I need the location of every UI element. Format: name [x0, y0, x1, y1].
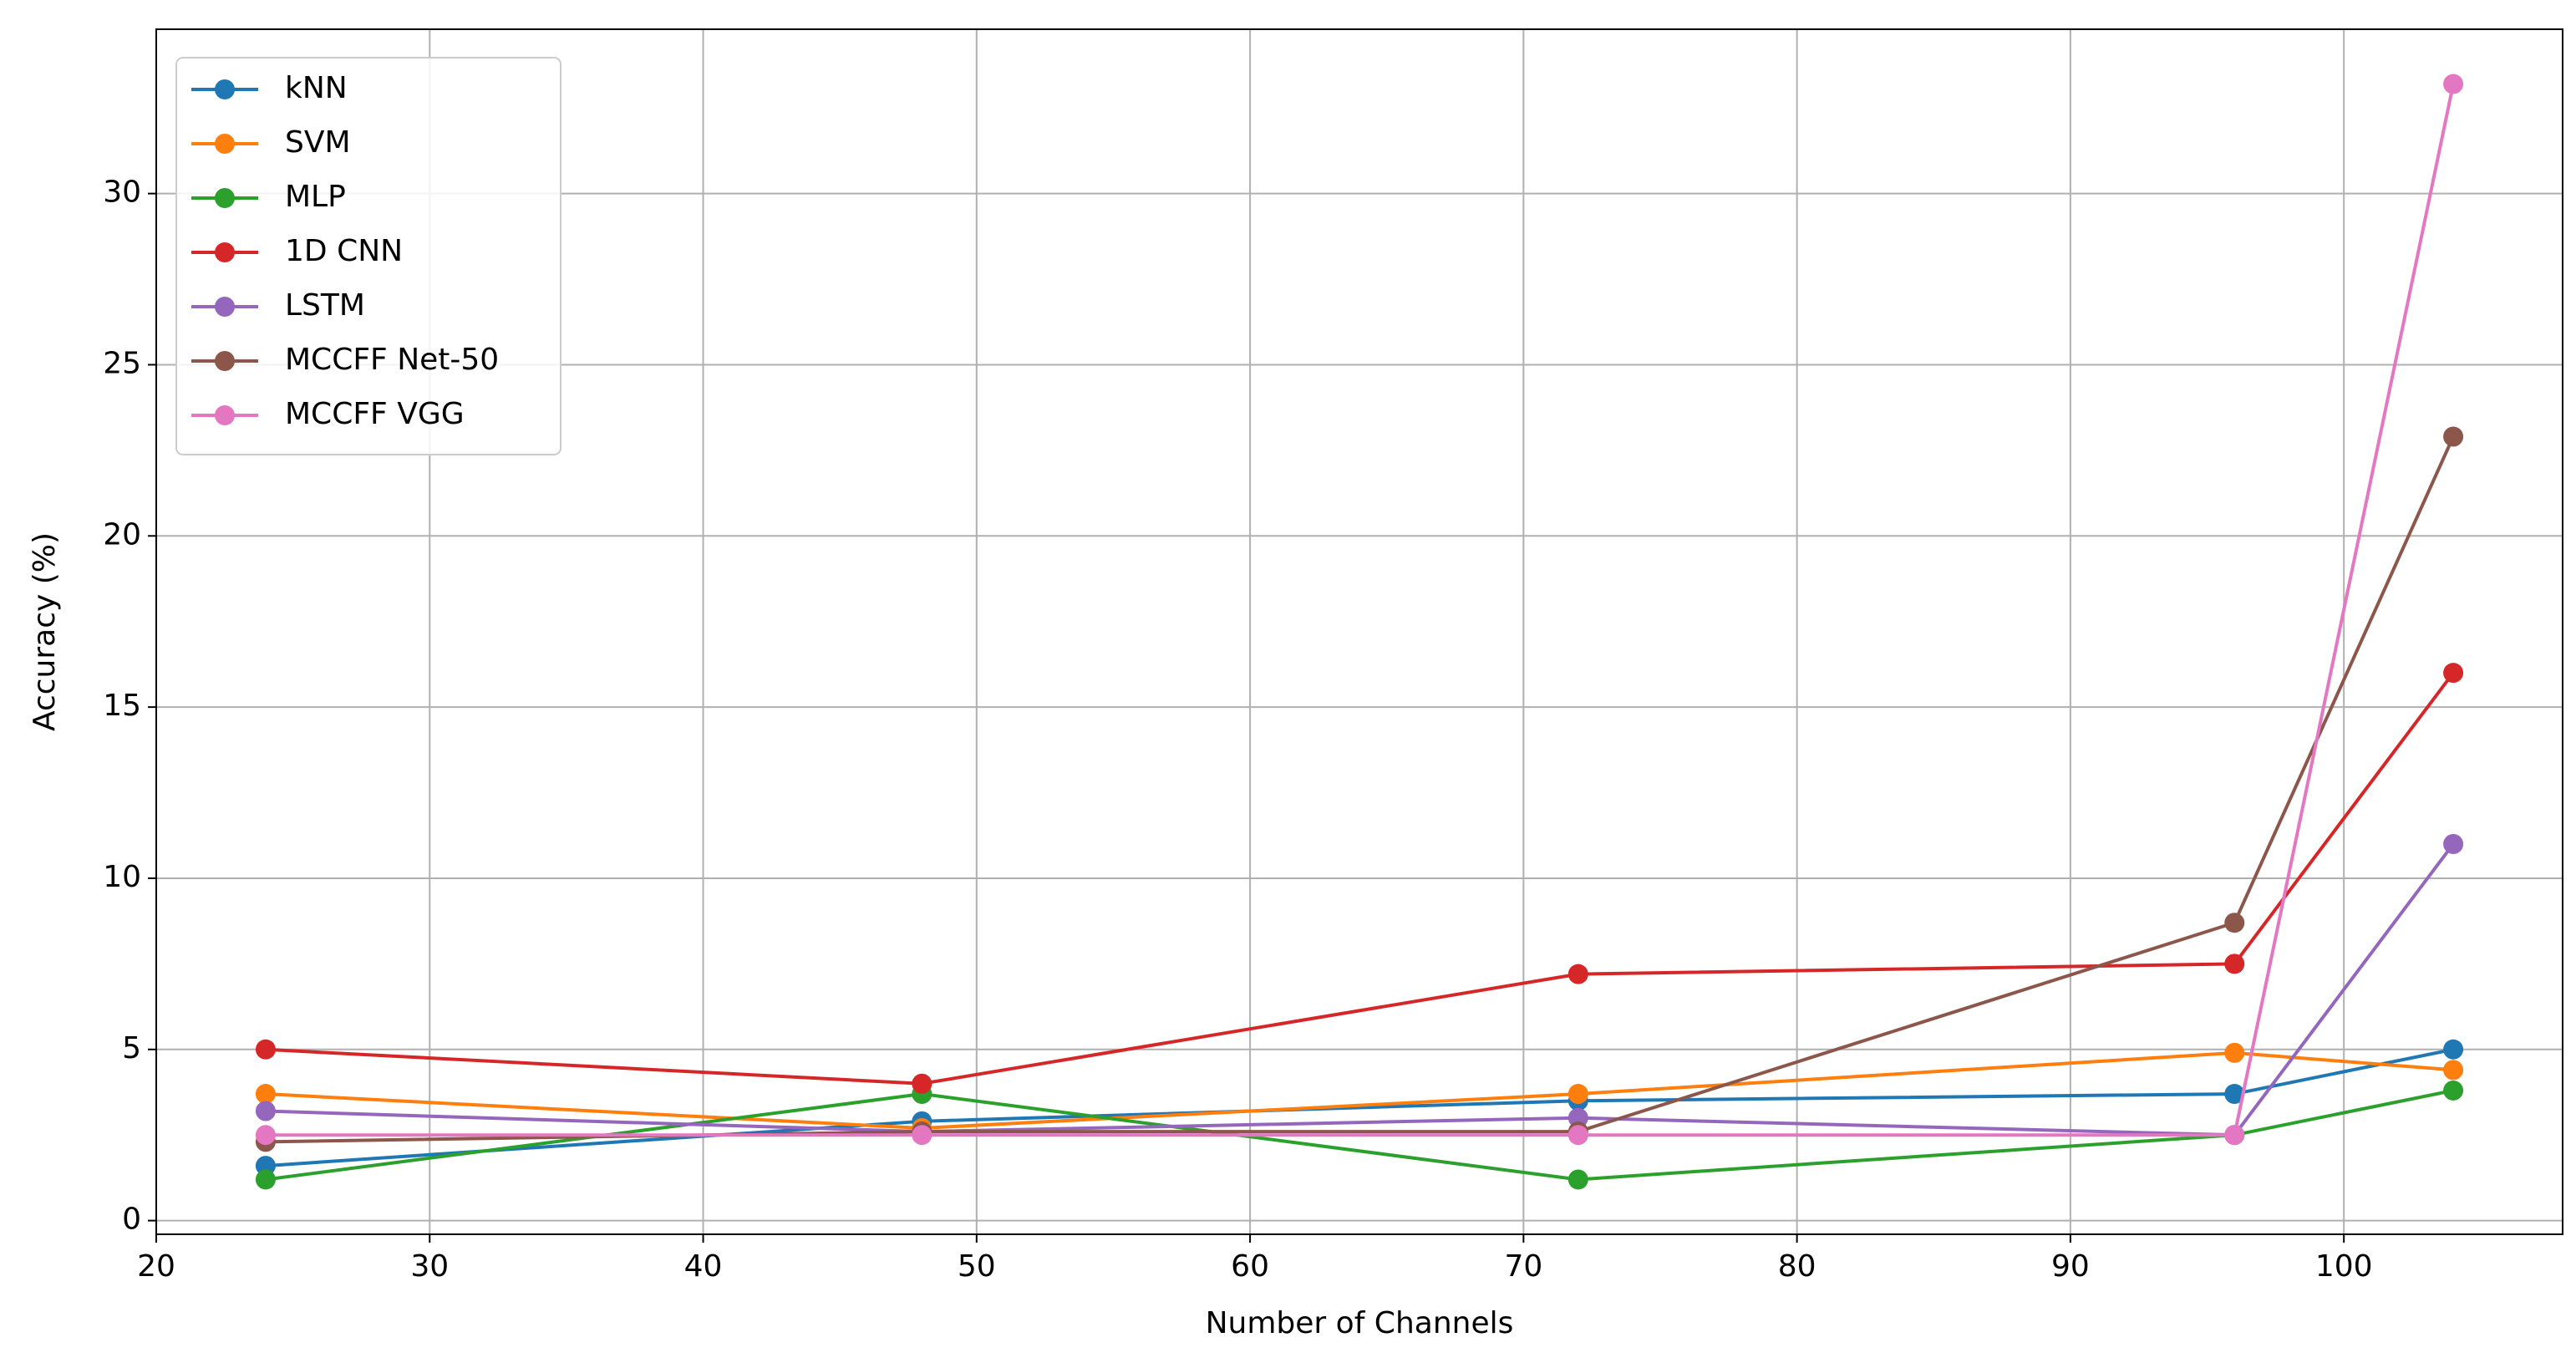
data-point [255, 1084, 276, 1105]
legend-label: LSTM [285, 288, 365, 323]
data-point [2443, 1039, 2464, 1060]
data-point [2224, 1084, 2245, 1105]
data-point [2443, 833, 2464, 854]
y-axis-label: Accuracy (%) [28, 532, 62, 731]
x-tick-label: 90 [2051, 1249, 2090, 1284]
data-point [2443, 1060, 2464, 1081]
data-point [255, 1125, 276, 1146]
data-point [1567, 1125, 1588, 1146]
data-point [1567, 964, 1588, 984]
series-line [265, 1050, 2454, 1131]
legend-label: MCCFF VGG [285, 397, 465, 431]
legend-label: kNN [285, 71, 348, 105]
x-tick-label: 100 [2315, 1249, 2373, 1284]
legend-label: SVM [285, 125, 351, 160]
data-point [912, 1073, 932, 1094]
x-tick-label: 60 [1231, 1249, 1269, 1284]
data-point [2224, 913, 2245, 933]
y-tick-label: 30 [103, 175, 141, 210]
data-point [2443, 426, 2464, 447]
legend-label: 1D CNN [285, 234, 403, 268]
legend-marker [215, 405, 235, 425]
legend-marker [215, 242, 235, 262]
data-point [255, 1169, 276, 1190]
legend-marker [215, 297, 235, 317]
plot-frame [155, 28, 2563, 1235]
x-tick-label: 80 [1778, 1249, 1816, 1284]
x-tick-label: 20 [137, 1249, 175, 1284]
series-line [265, 842, 2455, 1137]
data-point [1567, 1169, 1588, 1190]
data-point [255, 1101, 276, 1121]
x-tick-label: 50 [958, 1249, 996, 1284]
x-axis-label: Number of Channels [1206, 1306, 1514, 1340]
y-tick-label: 15 [103, 689, 141, 723]
legend-label: MCCFF Net-50 [285, 343, 499, 377]
legend-marker [215, 134, 235, 154]
y-tick-label: 0 [122, 1203, 141, 1237]
legend-marker [215, 188, 235, 208]
series-line [265, 84, 2456, 1137]
data-point [2224, 1125, 2245, 1146]
x-tick-label: 70 [1504, 1249, 1542, 1284]
y-tick-label: 10 [103, 860, 141, 894]
data-point [2224, 1042, 2245, 1063]
y-tick-label: 20 [103, 517, 141, 552]
x-tick-label: 40 [684, 1249, 723, 1284]
data-point [912, 1125, 932, 1146]
legend-box [175, 57, 561, 455]
x-tick-label: 30 [410, 1249, 449, 1284]
series-line [265, 435, 2455, 1144]
legend-marker [215, 79, 235, 99]
data-point [2224, 954, 2245, 974]
data-point [2443, 663, 2464, 684]
data-point [255, 1039, 276, 1060]
data-point [2443, 1080, 2464, 1101]
data-point [2443, 74, 2464, 94]
y-tick-label: 5 [122, 1031, 141, 1065]
data-point [1567, 1084, 1588, 1105]
legend-label: MLP [285, 180, 346, 214]
y-tick-label: 25 [103, 346, 141, 380]
legend-marker [215, 351, 235, 371]
